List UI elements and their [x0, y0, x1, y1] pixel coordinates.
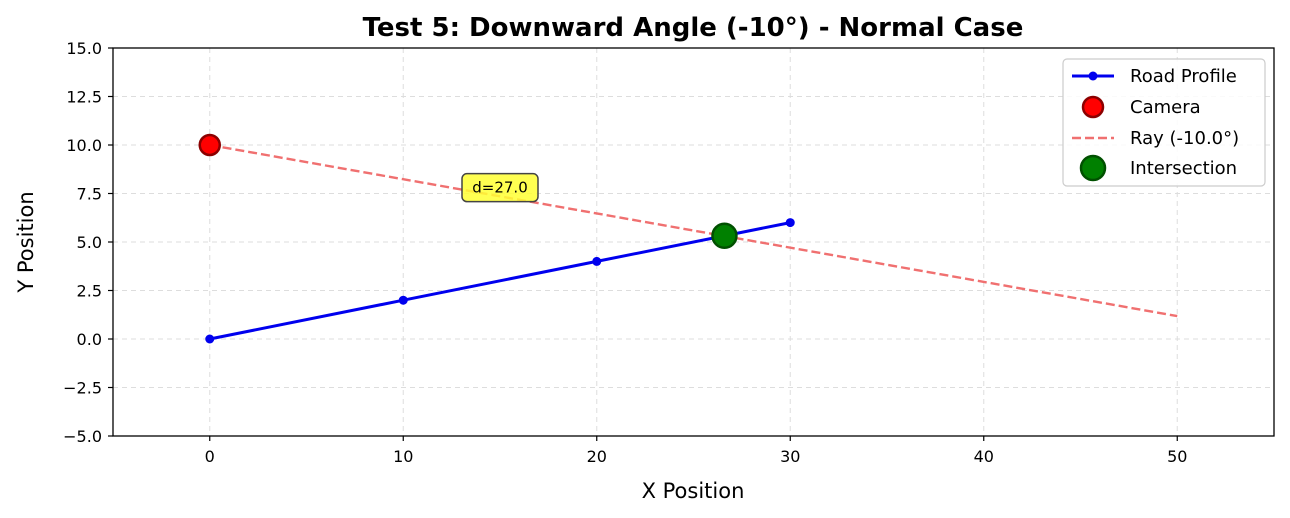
ticks: 0 10 20 30 40 50 −5.0 −2.5 0.0 2.5 5.0 7.5 10.0 12.5 1… [63, 39, 1187, 466]
camera-marker [198, 133, 221, 157]
x-tick-label: 10 [393, 447, 413, 466]
y-tick-label: 5.0 [77, 233, 102, 252]
x-axis-label: X Position [642, 479, 745, 503]
y-axis-label: Y Position [14, 191, 38, 293]
legend-label-intersection: Intersection [1130, 158, 1237, 179]
x-tick-label: 50 [1167, 447, 1187, 466]
series-layer [198, 133, 1178, 344]
chart-title: Test 5: Downward Angle (-10°) - Normal C… [363, 13, 1024, 43]
y-tick-label: −5.0 [63, 427, 102, 446]
legend-label-ray: Ray (-10.0°) [1130, 128, 1239, 149]
distance-annotation-text: d=27.0 [472, 179, 528, 197]
legend-road-marker-handle [1088, 71, 1098, 81]
road-profile-point [785, 218, 795, 228]
legend-label-road-profile: Road Profile [1130, 66, 1237, 87]
y-tick-label: 10.0 [66, 136, 102, 155]
road-profile-point [205, 334, 215, 344]
y-tick-label: 15.0 [66, 39, 102, 58]
legend: Road Profile Camera Ray (-10.0°) Intersecti… [1062, 58, 1266, 187]
intersection-marker [711, 222, 738, 250]
y-tick-label: 7.5 [77, 185, 102, 204]
x-tick-label: 0 [205, 447, 215, 466]
legend-label-camera: Camera [1130, 97, 1201, 118]
legend-box [1062, 58, 1266, 187]
legend-camera-handle [1081, 95, 1105, 119]
y-tick-label: 2.5 [77, 282, 102, 301]
x-tick-label: 40 [974, 447, 994, 466]
ray-line [209, 143, 1178, 318]
y-tick-label: −2.5 [63, 379, 102, 398]
x-tick-label: 20 [587, 447, 607, 466]
y-tick-label: 12.5 [66, 88, 102, 107]
y-tick-label: 0.0 [77, 330, 102, 349]
road-profile-point [592, 256, 602, 266]
legend-intersection-handle [1079, 154, 1107, 182]
distance-annotation-box [461, 172, 539, 203]
annotations-layer: d=27.0 [461, 172, 539, 203]
plot-frame [112, 47, 1275, 437]
road-profile-point [398, 295, 408, 305]
road-profile-line [209, 221, 791, 341]
x-tick-label: 30 [780, 447, 800, 466]
